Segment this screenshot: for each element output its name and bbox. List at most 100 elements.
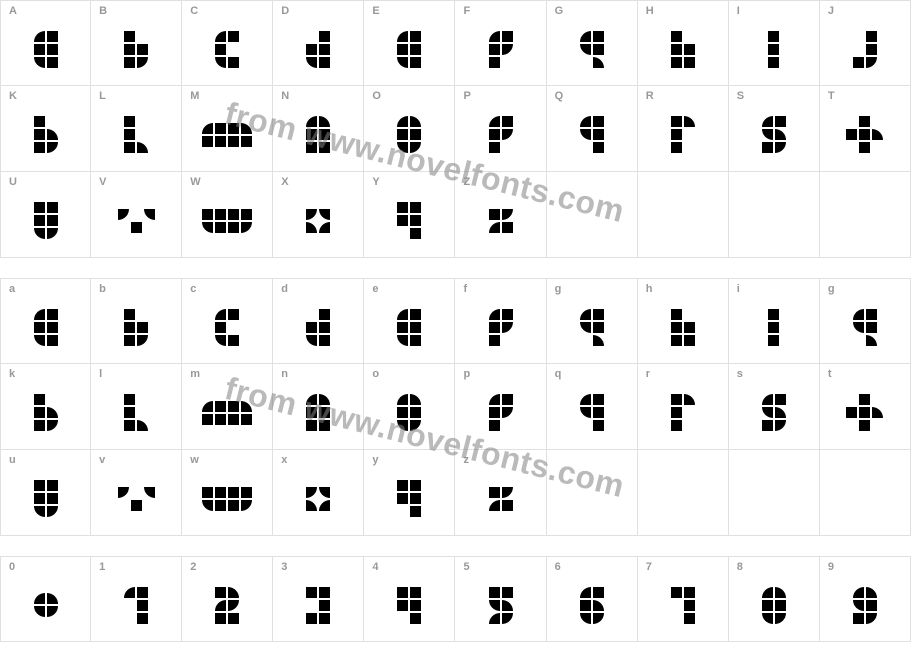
- glyph-cell: 7: [638, 556, 729, 642]
- glyph-cell: W: [182, 172, 273, 258]
- cell-label: 2: [190, 561, 264, 573]
- cell-glyph: [646, 176, 720, 253]
- cell-label: T: [828, 90, 902, 102]
- cell-glyph: [99, 573, 173, 637]
- glyph-cell: g: [547, 278, 638, 364]
- cell-glyph: [372, 102, 446, 167]
- glyph-cell: T: [820, 86, 911, 172]
- cell-label: g: [555, 283, 629, 295]
- glyph-cell: h: [638, 278, 729, 364]
- glyph-cell: 3: [273, 556, 364, 642]
- glyph-cell: [820, 172, 911, 258]
- cell-glyph: [463, 295, 537, 359]
- cell-glyph: [190, 188, 264, 253]
- cell-glyph: [555, 295, 629, 359]
- cell-glyph: [555, 380, 629, 445]
- glyph-cell: C: [182, 0, 273, 86]
- cell-label: v: [99, 454, 173, 466]
- glyph-row: A B C D E F G H I J: [0, 0, 911, 86]
- glyph-cell: G: [547, 0, 638, 86]
- glyph-cell: i: [729, 278, 820, 364]
- cell-label: x: [281, 454, 355, 466]
- glyph-cell: d: [273, 278, 364, 364]
- glyph-cell: k: [0, 364, 91, 450]
- cell-glyph: [555, 454, 629, 531]
- glyph-cell: 0: [0, 556, 91, 642]
- cell-label: A: [9, 5, 82, 17]
- cell-glyph: [281, 380, 355, 445]
- cell-label: R: [646, 90, 720, 102]
- glyph-cell: Q: [547, 86, 638, 172]
- cell-glyph: [99, 17, 173, 81]
- cell-glyph: [9, 380, 82, 445]
- glyph-cell: [729, 450, 820, 536]
- cell-label: F: [463, 5, 537, 17]
- glyph-row: 0 1 2 3 4 5 6 7 8 9: [0, 556, 911, 642]
- glyph-cell: 4: [364, 556, 455, 642]
- cell-label: y: [372, 454, 446, 466]
- glyph-cell: S: [729, 86, 820, 172]
- glyph-cell: [638, 450, 729, 536]
- cell-glyph: [463, 380, 537, 445]
- cell-glyph: [646, 573, 720, 637]
- cell-label: E: [372, 5, 446, 17]
- glyph-cell: n: [273, 364, 364, 450]
- cell-glyph: [463, 188, 537, 253]
- cell-glyph: [372, 380, 446, 445]
- cell-glyph: [463, 17, 537, 81]
- glyph-cell: H: [638, 0, 729, 86]
- cell-label: 3: [281, 561, 355, 573]
- cell-glyph: [9, 188, 82, 253]
- cell-glyph: [555, 102, 629, 167]
- glyph-cell: f: [455, 278, 546, 364]
- glyph-cell: D: [273, 0, 364, 86]
- glyph-cell: F: [455, 0, 546, 86]
- cell-glyph: [737, 380, 811, 445]
- glyph-row: u v w x y z: [0, 450, 911, 536]
- cell-label: U: [9, 176, 82, 188]
- glyph-cell: 6: [547, 556, 638, 642]
- cell-label: 9: [828, 561, 902, 573]
- glyph-cell: o: [364, 364, 455, 450]
- cell-glyph: [190, 466, 264, 531]
- cell-glyph: [9, 573, 82, 637]
- cell-glyph: [828, 102, 902, 167]
- cell-glyph: [9, 102, 82, 167]
- cell-label: o: [372, 368, 446, 380]
- cell-label: G: [555, 5, 629, 17]
- cell-label: C: [190, 5, 264, 17]
- cell-label: l: [99, 368, 173, 380]
- cell-label: k: [9, 368, 82, 380]
- cell-label: Q: [555, 90, 629, 102]
- cell-glyph: [646, 380, 720, 445]
- cell-label: 5: [463, 561, 537, 573]
- glyph-cell: L: [91, 86, 182, 172]
- cell-glyph: [190, 380, 264, 445]
- cell-glyph: [372, 573, 446, 637]
- cell-label: 1: [99, 561, 173, 573]
- glyph-cell: N: [273, 86, 364, 172]
- cell-label: X: [281, 176, 355, 188]
- cell-glyph: [463, 573, 537, 637]
- cell-glyph: [372, 295, 446, 359]
- cell-glyph: [828, 573, 902, 637]
- cell-glyph: [9, 17, 82, 81]
- glyph-cell: M: [182, 86, 273, 172]
- glyph-cell: y: [364, 450, 455, 536]
- glyph-cell: I: [729, 0, 820, 86]
- cell-label: d: [281, 283, 355, 295]
- cell-glyph: [646, 17, 720, 81]
- glyph-cell: c: [182, 278, 273, 364]
- cell-label: N: [281, 90, 355, 102]
- cell-glyph: [281, 573, 355, 637]
- cell-label: n: [281, 368, 355, 380]
- glyph-cell: l: [91, 364, 182, 450]
- glyph-cell: J: [820, 0, 911, 86]
- cell-label: Z: [463, 176, 537, 188]
- glyph-cell: 5: [455, 556, 546, 642]
- glyph-cell: t: [820, 364, 911, 450]
- glyph-cell: [729, 172, 820, 258]
- glyph-cell: [638, 172, 729, 258]
- cell-glyph: [9, 295, 82, 359]
- cell-glyph: [463, 466, 537, 531]
